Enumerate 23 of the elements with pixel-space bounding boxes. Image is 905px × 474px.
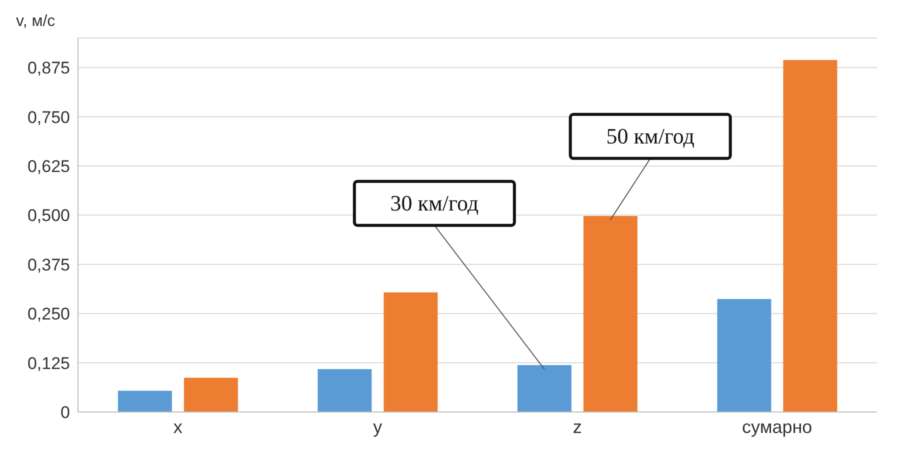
y-tick-label: 0,750 (27, 108, 70, 127)
y-tick-label: 0,875 (27, 58, 70, 78)
y-tick-label: 0,375 (27, 255, 70, 274)
y-tick-label: 0,500 (27, 206, 70, 226)
text: 50 км/год (606, 123, 694, 148)
x-tick-label: x (173, 416, 182, 437)
bar (318, 369, 372, 412)
bar (184, 378, 238, 412)
bar (118, 390, 172, 412)
bar (384, 292, 438, 412)
x-tick-label: y (373, 416, 382, 437)
bar (517, 365, 572, 412)
bar (717, 299, 772, 412)
y-tick-label: 0,625 (27, 156, 70, 176)
x-tick-label: сумарно (742, 416, 812, 437)
y-tick-label: 0,125 (27, 354, 70, 373)
bar (783, 60, 838, 412)
y-tick-label: 0 (60, 403, 70, 422)
text: 30 км/год (390, 190, 479, 216)
y-axis-title: v, м/с (16, 13, 56, 30)
y-tick-label: 0,250 (27, 304, 70, 324)
bar (583, 216, 638, 412)
x-tick-label: z (572, 416, 582, 437)
